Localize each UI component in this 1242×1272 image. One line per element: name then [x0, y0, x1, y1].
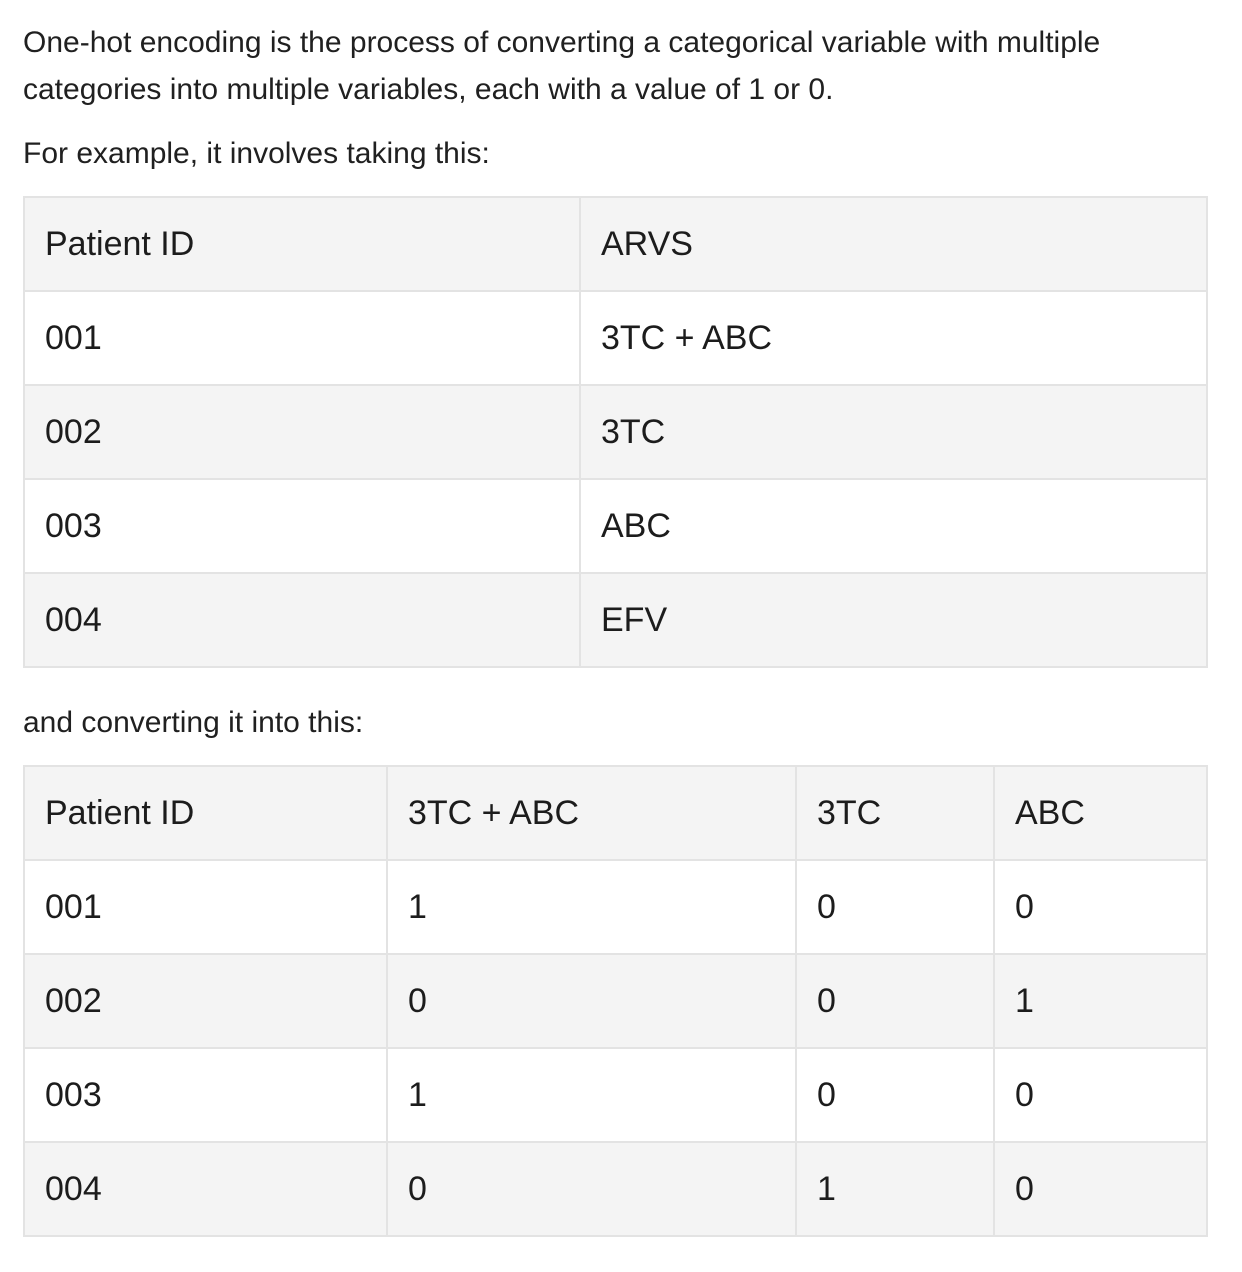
table-row: 002 3TC — [23, 384, 1208, 480]
header-abc: ABC — [993, 765, 1208, 861]
table-cell: 0 — [795, 1047, 995, 1143]
table-cell: 001 — [23, 290, 581, 386]
header-arvs: ARVS — [579, 196, 1208, 292]
table-row: 003 ABC — [23, 478, 1208, 574]
table-cell: 003 — [23, 478, 581, 574]
intro-line-2: categories into multiple variables, each… — [23, 73, 834, 106]
table-cell: 001 — [23, 859, 388, 955]
table-row: 001 1 0 0 — [23, 859, 1208, 955]
table-cell: ABC — [579, 478, 1208, 574]
table-cell: 003 — [23, 1047, 388, 1143]
convert-intro-text: and converting it into this: — [23, 706, 364, 739]
table-cell: 002 — [23, 953, 388, 1049]
table-row: 001 3TC + ABC — [23, 290, 1208, 386]
table-cell: 0 — [795, 953, 995, 1049]
table-row: 004 0 1 0 — [23, 1141, 1208, 1237]
intro-paragraph: One-hot encoding is the process of conve… — [23, 0, 1206, 113]
table-row: 003 1 0 0 — [23, 1047, 1208, 1143]
table-cell: 1 — [386, 1047, 797, 1143]
table-cell: 004 — [23, 572, 581, 668]
table-header-row: Patient ID 3TC + ABC 3TC ABC — [23, 765, 1208, 861]
table-cell: 002 — [23, 384, 581, 480]
header-patient-id: Patient ID — [23, 196, 581, 292]
header-patient-id: Patient ID — [23, 765, 388, 861]
table-cell: 0 — [993, 1141, 1208, 1237]
table-cell: 0 — [386, 953, 797, 1049]
table-row: 004 EFV — [23, 572, 1208, 668]
one-hot-encoded-table: Patient ID 3TC + ABC 3TC ABC 001 1 0 0 0… — [23, 765, 1208, 1237]
table-cell: 3TC + ABC — [579, 290, 1208, 386]
table-cell: 3TC — [579, 384, 1208, 480]
table-cell: EFV — [579, 572, 1208, 668]
table-cell: 004 — [23, 1141, 388, 1237]
table-cell: 1 — [993, 953, 1208, 1049]
example-intro-text: For example, it involves taking this: — [23, 137, 490, 170]
table-cell: 0 — [386, 1141, 797, 1237]
header-3tc-abc: 3TC + ABC — [386, 765, 797, 861]
article-content: One-hot encoding is the process of conve… — [23, 0, 1208, 1237]
intro-line-1: One-hot encoding is the process of conve… — [23, 26, 1101, 59]
table-cell: 1 — [795, 1141, 995, 1237]
table-cell: 0 — [993, 1047, 1208, 1143]
original-data-table: Patient ID ARVS 001 3TC + ABC 002 3TC 00… — [23, 196, 1208, 668]
table-cell: 0 — [993, 859, 1208, 955]
table-cell: 1 — [386, 859, 797, 955]
table-row: 002 0 0 1 — [23, 953, 1208, 1049]
header-3tc: 3TC — [795, 765, 995, 861]
table-cell: 0 — [795, 859, 995, 955]
table-header-row: Patient ID ARVS — [23, 196, 1208, 292]
